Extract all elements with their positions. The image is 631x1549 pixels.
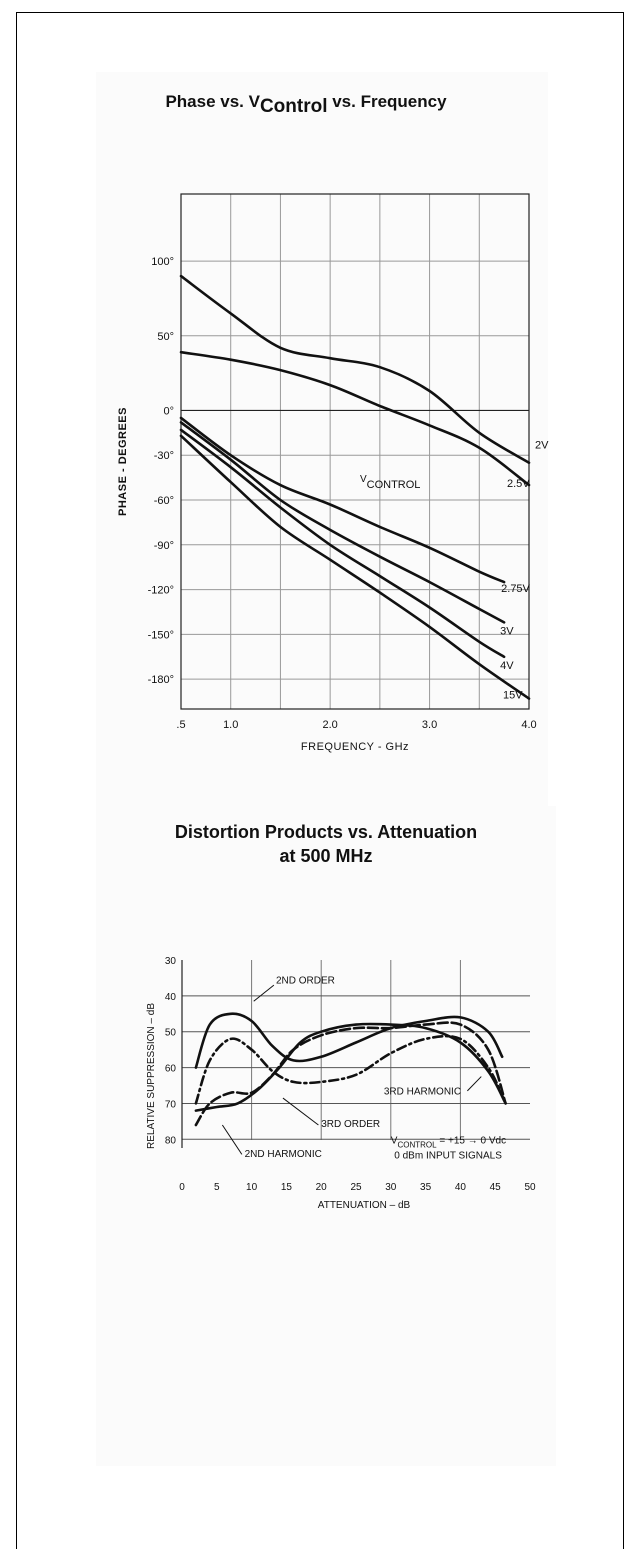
y-tick-label: -180°: [148, 674, 174, 686]
vcontrol-annotation-main: V: [360, 474, 367, 485]
series-label: 3RD ORDER: [321, 1119, 380, 1130]
series-line: [179, 274, 531, 464]
page-frame: [16, 12, 624, 1549]
chart-title: Phase vs. VControl vs. Frequency: [80, 92, 532, 118]
series-label: 2ND HARMONIC: [245, 1149, 322, 1160]
x-tick-label: 50: [524, 1182, 536, 1193]
condition-note-line1: VCONTROL = +15 → 0 Vdc: [391, 1136, 506, 1150]
x-tick-label: 3.0: [422, 719, 437, 731]
plot-frame: [180, 193, 530, 710]
x-tick-label: 20: [316, 1182, 328, 1193]
x-tick-label: 35: [420, 1182, 432, 1193]
y-tick-label: 100°: [151, 256, 174, 268]
series-label: 3RD HARMONIC: [384, 1086, 461, 1097]
y-tick-label: -90°: [154, 540, 174, 552]
y-tick-label: 80: [165, 1135, 177, 1146]
distortion-chart-panel: Distortion Products vs. Attenuation at 5…: [96, 806, 556, 1466]
x-tick-label: 0: [179, 1182, 185, 1193]
x-tick-label: 25: [350, 1182, 362, 1193]
x-tick-label: 4.0: [521, 719, 536, 731]
series-line: [179, 350, 531, 487]
vcontrol-annotation-sub: CONTROL: [367, 479, 421, 491]
series-label-leader: [221, 1124, 243, 1155]
chart-title-sub: Control: [259, 96, 328, 117]
y-tick-label: 40: [165, 992, 177, 1003]
series-line: [194, 1022, 507, 1112]
x-tick-label: 1.0: [223, 719, 238, 731]
y-tick-label: -120°: [148, 585, 174, 597]
y-tick-label: 50: [165, 1028, 177, 1039]
y-tick-label: 30: [165, 956, 177, 967]
series-label: 2.5V: [507, 478, 530, 490]
x-tick-label: 2.0: [322, 719, 337, 731]
phase-chart-panel: Phase vs. VControl vs. Frequency 100° 50°…: [96, 72, 549, 814]
series-line: [179, 416, 506, 584]
y-axis-label: RELATIVE SUPPRESSION – dB: [146, 1003, 157, 1149]
x-tick-label: 40: [455, 1182, 467, 1193]
x-axis-label: FREQUENCY - GHz: [301, 741, 409, 753]
condition-note-v: V: [391, 1136, 398, 1147]
y-tick-label: 0°: [163, 405, 174, 417]
x-tick-label: 15: [281, 1182, 293, 1193]
chart-title-pre: Phase vs. V: [165, 92, 260, 111]
series-label: 3V: [500, 625, 514, 637]
series-label-leader: [282, 1097, 319, 1126]
x-tick-label: 5: [214, 1182, 220, 1193]
series-line: [179, 434, 531, 700]
x-tick-label: 30: [385, 1182, 397, 1193]
series-label: 2.75V: [501, 583, 530, 595]
y-tick-label: 70: [165, 1099, 177, 1110]
series-label: 4V: [500, 660, 514, 672]
distortion-chart: 30 40 50 60 70 80 0 5 10 15 20 25 30 35 40 45 50 ATTENUAT…: [146, 956, 536, 1211]
series-label: 2V: [535, 440, 549, 452]
series-label-leader: [467, 1076, 482, 1092]
vcontrol-annotation: VCONTROL: [360, 474, 420, 491]
y-tick-label: -60°: [154, 495, 174, 507]
series-line: [179, 421, 506, 624]
series-line: [179, 428, 506, 659]
y-tick-label: 50°: [157, 331, 174, 343]
condition-note-line2: 0 dBm INPUT SIGNALS: [394, 1150, 502, 1161]
x-tick-label: 45: [490, 1182, 502, 1193]
series-label: 15V: [503, 690, 523, 702]
y-tick-label: -30°: [154, 450, 174, 462]
x-tick-label: 10: [246, 1182, 258, 1193]
series-line: [194, 1021, 507, 1127]
series-line: [194, 1034, 507, 1105]
chart-title-post: vs. Frequency: [327, 92, 447, 111]
condition-note-sub: CONTROL: [397, 1141, 437, 1150]
chart-title-line1: Distortion Products vs. Attenuation: [174, 822, 478, 842]
condition-note-rest: = +15 → 0 Vdc: [437, 1136, 507, 1147]
series-line: [194, 1012, 504, 1069]
series-label-leader: [253, 984, 275, 1002]
chart-title-line2: at 500 MHz: [279, 846, 373, 866]
x-axis-label: ATTENUATION – dB: [318, 1200, 411, 1211]
series-label: 2ND ORDER: [276, 975, 335, 986]
y-axis-label: PHASE - DEGREES: [117, 407, 129, 516]
y-tick-label: -150°: [148, 629, 174, 641]
y-tick-label: 60: [165, 1064, 177, 1075]
phase-chart: 100° 50° 0° -30° -60° -90° -120° -150° -180° .5 1.…: [117, 193, 549, 753]
x-tick-label: .5: [176, 719, 185, 731]
